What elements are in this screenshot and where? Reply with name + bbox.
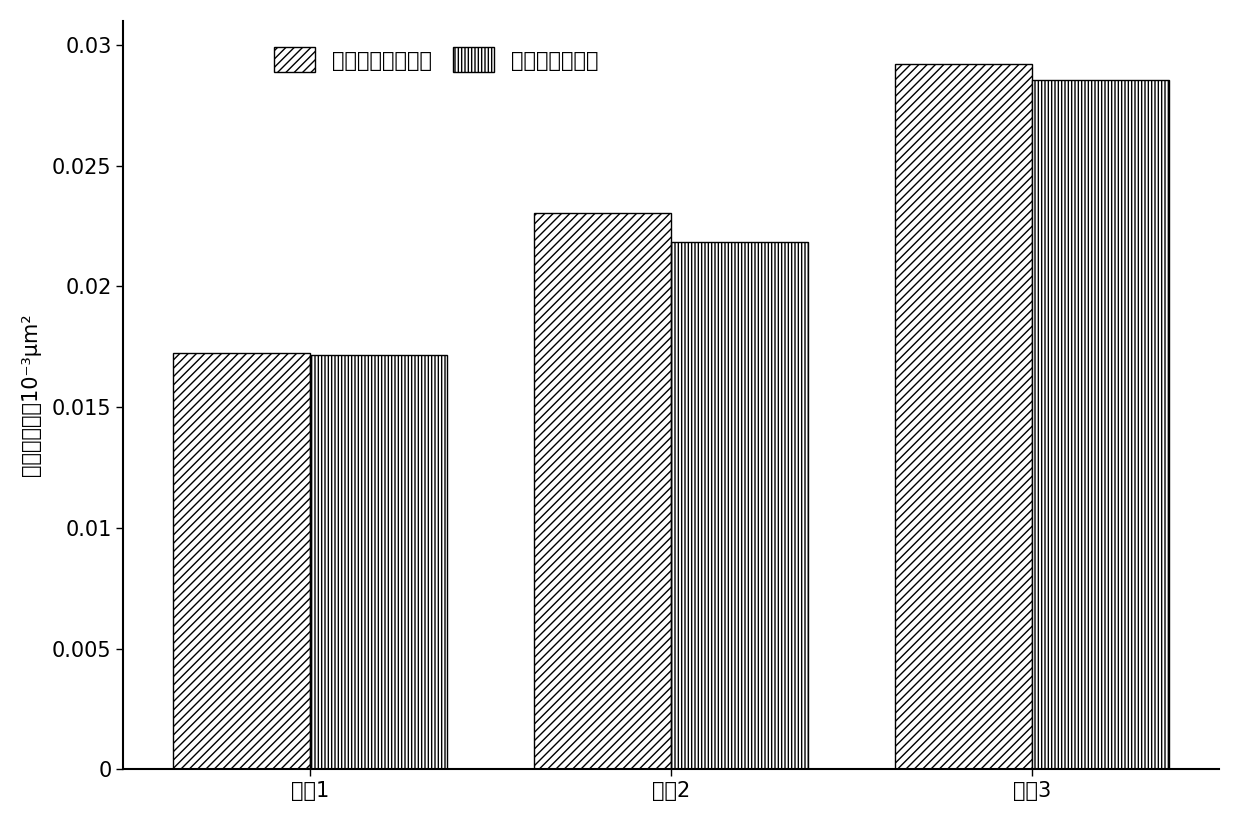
- Bar: [174, 353, 310, 769]
- Bar: [1032, 80, 1169, 769]
- Legend: 本发明计算渗透率, 实验测得渗透率: 本发明计算渗透率, 实验测得渗透率: [265, 39, 606, 81]
- Bar: [310, 355, 448, 769]
- Bar: [895, 64, 1032, 769]
- Y-axis label: 表观渗透率，10⁻³μm²: 表观渗透率，10⁻³μm²: [21, 314, 41, 477]
- Bar: [534, 213, 671, 769]
- Bar: [671, 242, 808, 769]
